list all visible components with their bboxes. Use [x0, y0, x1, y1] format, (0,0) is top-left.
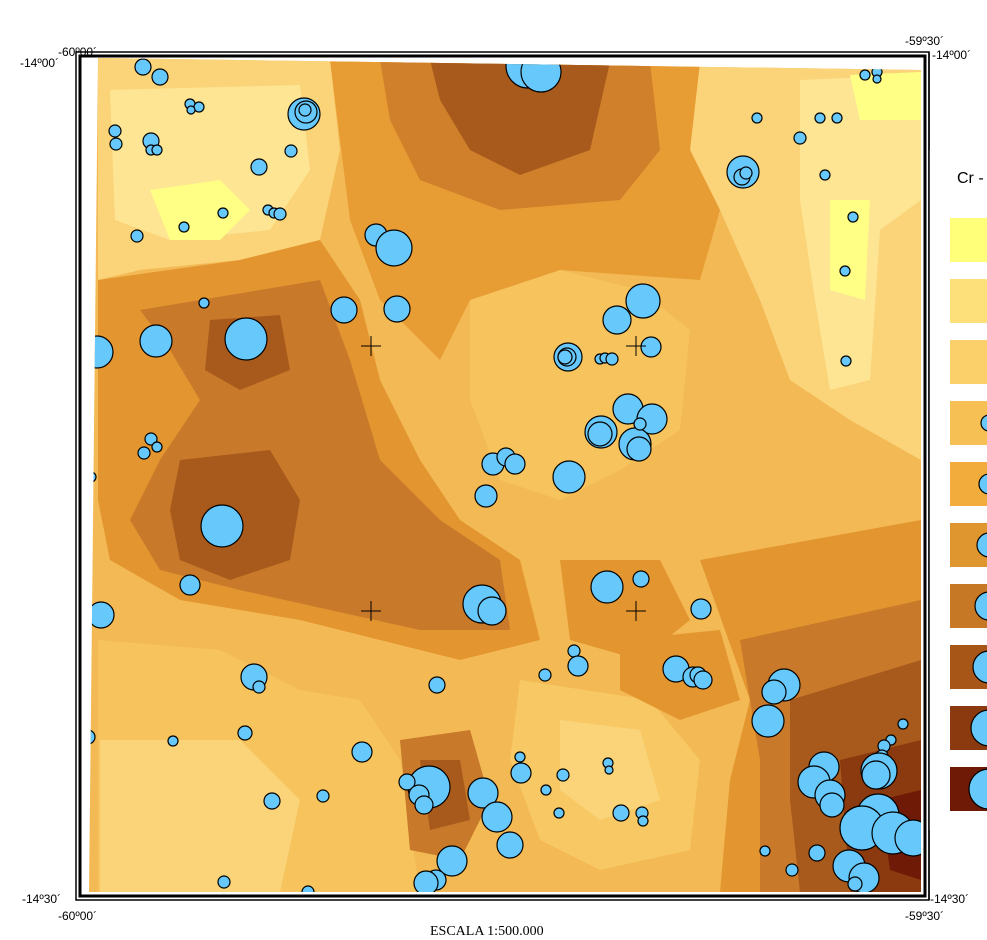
coord-top-right-lat: -14º00´: [932, 48, 972, 62]
coord-bottom-left-lon: -60º00´: [58, 909, 98, 923]
legend-swatches: [950, 218, 987, 811]
legend-swatch-1: [950, 218, 987, 262]
legend-point-6: [976, 532, 987, 558]
legend-point-9: [970, 709, 987, 747]
legend-point-10: [968, 768, 987, 810]
graticule-crosses: [361, 336, 646, 621]
sample-points: [89, 58, 921, 892]
coord-bottom-right-lat: -14º30´: [930, 892, 970, 906]
legend-point-5: [978, 473, 987, 495]
legend-swatch-3: [950, 340, 987, 384]
legend-point-8: [972, 650, 987, 684]
coord-bottom-right-lon: -59º30´: [905, 909, 945, 923]
legend-title: Cr -: [957, 170, 984, 187]
coord-top-left-lon: -60º00´: [58, 45, 98, 59]
legend: [929, 150, 987, 830]
coord-top-left-lat: -14º00´: [20, 56, 60, 70]
legend-point-4: [980, 414, 987, 432]
legend-swatch-2: [950, 279, 987, 323]
coord-top-right-lon: -59º30´: [905, 34, 945, 48]
scale-label: ESCALA 1:500.000: [430, 924, 544, 939]
coord-bottom-left-lat: -14º30´: [22, 892, 62, 906]
legend-point-7: [974, 591, 987, 621]
